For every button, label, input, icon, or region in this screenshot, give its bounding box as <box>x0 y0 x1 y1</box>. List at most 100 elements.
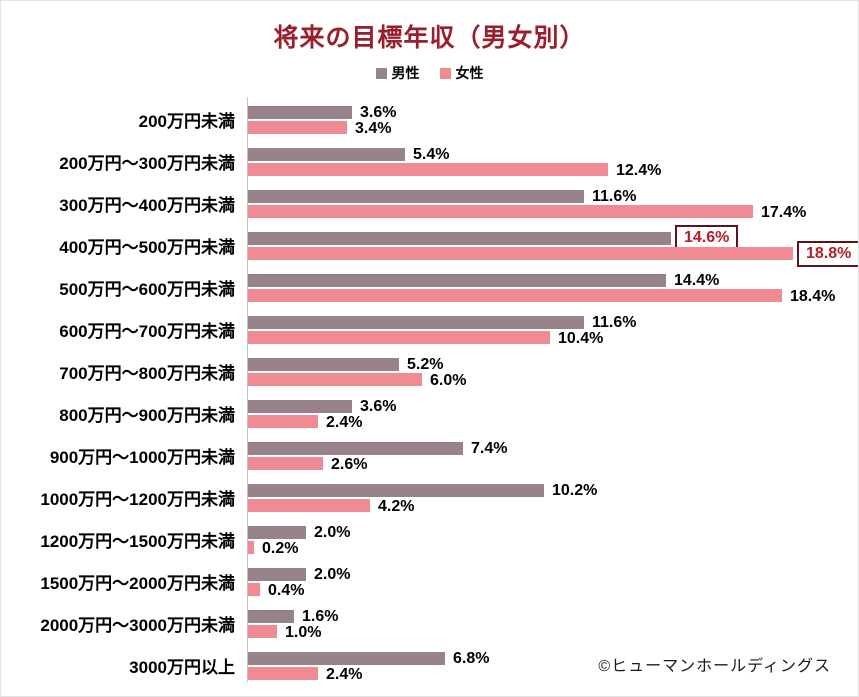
value-label-male: 2.0% <box>314 566 351 583</box>
bar-group: 10.2% 4.2% <box>248 480 858 522</box>
bar-female <box>248 541 254 554</box>
bar-male <box>248 610 294 623</box>
y-axis-line <box>247 97 248 682</box>
bar-male <box>248 652 445 665</box>
category-label: 500万円～600万円未満 <box>59 280 235 299</box>
bar-group: 2.0% 0.2% <box>248 522 858 564</box>
value-label-female: 1.0% <box>285 624 322 641</box>
bar-group: 1.6% 1.0% <box>248 606 858 648</box>
category-label: 1200万円～1500万円未満 <box>40 532 235 551</box>
value-label-female: 0.4% <box>268 582 305 599</box>
value-label-male: 2.0% <box>314 524 351 541</box>
bar-group: 6.8% 2.4% <box>248 648 858 690</box>
bar-female <box>248 373 422 386</box>
bar-male <box>248 190 584 203</box>
bar-female <box>248 415 318 428</box>
bar-group: 2.0% 0.4% <box>248 564 858 606</box>
bar-group: 14.6% 18.8% <box>248 225 858 270</box>
bar-group: 11.6% 17.4% <box>248 186 858 228</box>
category-label: 800万円～900万円未満 <box>59 406 235 425</box>
chart-row: 700万円～800万円未満 5.2% 6.0% <box>1 354 858 396</box>
value-label-female: 18.8% <box>797 241 858 267</box>
bar-male <box>248 400 352 413</box>
value-label-male: 14.4% <box>674 272 720 289</box>
chart-row: 500万円～600万円未満 14.4% 18.4% <box>1 270 858 312</box>
male-swatch-icon <box>375 67 387 79</box>
bar-male <box>248 148 405 161</box>
bar-female <box>248 163 608 176</box>
value-label-male: 5.2% <box>407 356 444 373</box>
category-label: 200万円～300万円未満 <box>59 154 235 173</box>
bar-group: 3.6% 3.4% <box>248 102 858 144</box>
value-label-female: 12.4% <box>616 162 662 179</box>
chart-plot: 200万円未満 3.6% 3.4% 200万円～300万円未満 5.4% 12.4% 300… <box>1 97 858 690</box>
value-label-female: 3.4% <box>355 120 392 137</box>
chart-row: 200万円未満 3.6% 3.4% <box>1 102 858 144</box>
value-label-female: 2.4% <box>326 414 363 431</box>
chart-row: 300万円～400万円未満 11.6% 17.4% <box>1 186 858 228</box>
bar-male <box>248 106 352 119</box>
bar-male <box>248 526 306 539</box>
value-label-female: 0.2% <box>262 540 299 557</box>
bar-group: 5.4% 12.4% <box>248 144 858 186</box>
bar-female <box>248 331 550 344</box>
value-label-female: 10.4% <box>558 330 604 347</box>
copyright-notice: ©ヒューマンホールディングス <box>598 658 831 675</box>
bar-female <box>248 205 753 218</box>
bar-group: 5.2% 6.0% <box>248 354 858 396</box>
bar-group: 14.4% 18.4% <box>248 270 858 312</box>
chart-row: 800万円～900万円未満 3.6% 2.4% <box>1 396 858 438</box>
value-label-male: 11.6% <box>592 314 637 331</box>
chart-row: 1200万円～1500万円未満 2.0% 0.2% <box>1 522 858 564</box>
value-label-male: 11.6% <box>592 188 637 205</box>
value-label-male: 14.6% <box>675 225 739 251</box>
bar-female <box>248 583 260 596</box>
legend-item-female: 女性 <box>439 63 484 83</box>
value-label-female: 2.4% <box>326 666 363 683</box>
chart-row: 900万円～1000万円未満 7.4% 2.6% <box>1 438 858 480</box>
value-label-male: 10.2% <box>552 482 598 499</box>
value-label-female: 6.0% <box>430 372 467 389</box>
value-label-male: 3.6% <box>360 398 397 415</box>
bar-female <box>248 289 782 302</box>
category-label: 2000万円～3000万円未満 <box>40 616 235 635</box>
bar-male <box>248 568 306 581</box>
category-label: 400万円～500万円未満 <box>59 238 235 257</box>
value-label-female: 2.6% <box>331 456 368 473</box>
bar-female <box>248 625 277 638</box>
legend-label-male: 男性 <box>391 65 420 81</box>
bar-male <box>248 484 544 497</box>
bar-group: 11.6% 10.4% <box>248 312 858 354</box>
bar-group: 7.4% 2.6% <box>248 438 858 480</box>
bar-female <box>248 121 347 134</box>
value-label-male: 7.4% <box>471 440 508 457</box>
bar-male <box>248 442 463 455</box>
value-label-female: 4.2% <box>378 498 415 515</box>
chart-row: 1000万円～1200万円未満 10.2% 4.2% <box>1 480 858 522</box>
bar-female <box>248 667 318 680</box>
category-label: 700万円～800万円未満 <box>59 364 235 383</box>
chart-row: 200万円～300万円未満 5.4% 12.4% <box>1 144 858 186</box>
value-label-female: 18.4% <box>790 288 836 305</box>
bar-male <box>248 274 666 287</box>
category-label: 1000万円～1200万円未満 <box>40 490 235 509</box>
chart-row: 1500万円～2000万円未満 2.0% 0.4% <box>1 564 858 606</box>
category-label: 300万円～400万円未満 <box>59 196 235 215</box>
bar-male <box>248 316 584 329</box>
value-label-male: 1.6% <box>302 608 339 625</box>
value-label-male: 3.6% <box>360 104 397 121</box>
chart-row: 600万円～700万円未満 11.6% 10.4% <box>1 312 858 354</box>
bar-male <box>248 232 671 245</box>
bar-male <box>248 358 399 371</box>
bar-female <box>248 247 793 260</box>
legend-item-male: 男性 <box>375 63 420 83</box>
bar-female <box>248 499 370 512</box>
page-title: 将来の目標年収（男女別） <box>273 24 586 52</box>
category-label: 600万円～700万円未満 <box>59 322 235 341</box>
value-label-female: 17.4% <box>761 204 807 221</box>
chart-row: 3000万円以上 6.8% 2.4% <box>1 648 858 690</box>
category-label: 900万円～1000万円未満 <box>49 448 235 467</box>
bar-female <box>248 457 323 470</box>
legend-label-female: 女性 <box>455 65 484 81</box>
value-label-male: 5.4% <box>413 146 450 163</box>
